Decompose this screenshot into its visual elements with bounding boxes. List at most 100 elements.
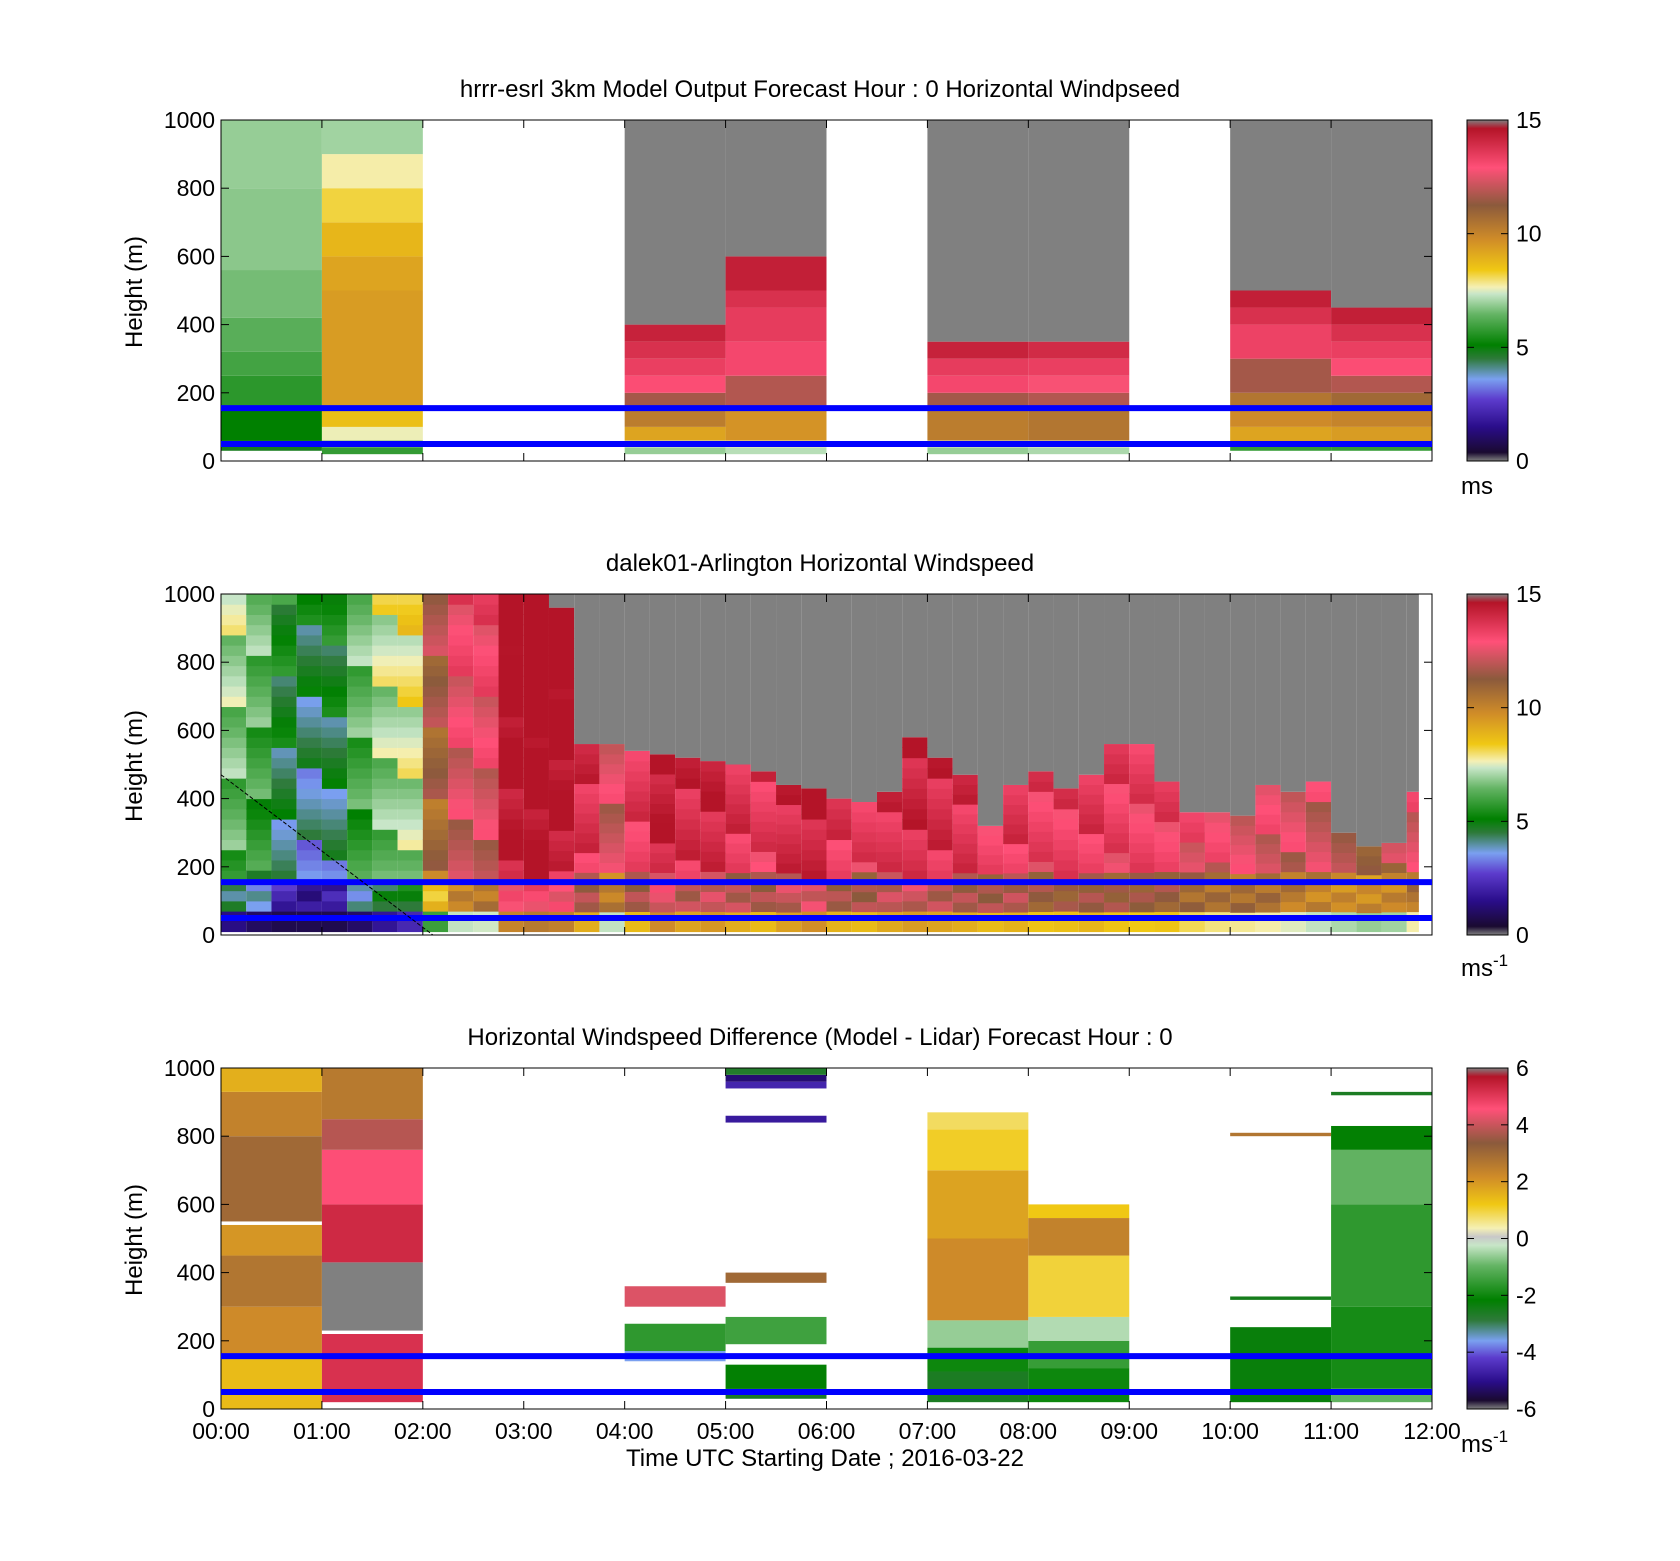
data-cell	[498, 747, 524, 759]
data-cell	[523, 604, 549, 615]
data-cell	[952, 921, 978, 933]
colorbar-unit-exponent: -1	[1493, 951, 1508, 970]
data-cell	[347, 778, 373, 789]
data-cell	[1230, 1132, 1332, 1137]
data-cell	[1230, 844, 1256, 855]
data-cell	[624, 120, 726, 325]
data-cell	[397, 696, 423, 708]
data-cell	[599, 852, 625, 863]
x-axis-ticks	[220, 594, 1433, 935]
data-cell	[1406, 861, 1419, 873]
data-cell	[801, 900, 827, 912]
data-cell	[649, 823, 676, 834]
data-cell	[1305, 921, 1332, 933]
data-cell	[221, 1306, 322, 1358]
data-cell	[271, 819, 297, 830]
data-cell	[1255, 902, 1281, 913]
data-cell	[498, 808, 524, 820]
data-cell	[321, 1204, 423, 1263]
data-cell	[725, 307, 827, 342]
data-cell	[422, 747, 449, 759]
data-cell	[1078, 902, 1105, 913]
colorbar-tick-label: 15	[1516, 581, 1542, 607]
data-cell	[246, 686, 272, 697]
data-cell	[422, 757, 449, 769]
data-cell	[902, 767, 928, 779]
data-cell	[473, 645, 499, 656]
data-cell	[372, 839, 398, 851]
data-cell	[397, 675, 423, 687]
data-cell	[523, 880, 549, 892]
data-cell	[221, 880, 247, 892]
data-cell	[296, 870, 322, 881]
data-cell	[952, 892, 978, 903]
data-cell	[221, 317, 322, 352]
data-cell	[1331, 872, 1357, 883]
data-cell	[725, 375, 827, 410]
data-cell	[1230, 290, 1332, 308]
data-cell	[271, 624, 297, 636]
data-cell	[675, 757, 701, 769]
data-cell	[448, 655, 474, 667]
data-cell	[624, 831, 650, 842]
data-cell	[1028, 801, 1054, 812]
data-cell	[1154, 921, 1180, 933]
data-cell	[372, 890, 398, 902]
data-cell	[448, 726, 474, 738]
model-windspeed-panel: hrrr-esrl 3km Model Output Forecast Hour…	[121, 76, 1542, 500]
data-cell	[876, 921, 903, 933]
data-cell	[927, 900, 953, 912]
data-cell	[750, 771, 777, 782]
data-cell	[321, 614, 348, 626]
data-cell	[271, 747, 297, 759]
data-cell	[372, 829, 398, 841]
data-cell	[725, 1074, 827, 1082]
data-cell	[548, 880, 575, 892]
missing-data-cell	[675, 594, 701, 758]
data-cell	[902, 798, 928, 810]
data-cell	[675, 859, 701, 871]
x-axis-ticks: 00:00 01:00 02:00 03:00 04:00 05:00 06:00 07:00…	[192, 1068, 1461, 1444]
data-cell	[523, 747, 549, 759]
missing-data-cell	[1053, 594, 1079, 789]
data-cell	[372, 696, 398, 708]
data-cell	[296, 849, 322, 861]
colorbar-tick-label: -2	[1516, 1282, 1536, 1308]
data-cell	[1129, 862, 1155, 873]
data-cell	[523, 614, 549, 626]
data-cell	[776, 824, 802, 835]
missing-data-cell	[1305, 594, 1332, 782]
data-cell	[422, 808, 449, 820]
data-cell	[548, 921, 575, 933]
data-cell	[826, 849, 852, 861]
data-cell	[599, 892, 625, 903]
data-cell	[473, 614, 499, 626]
data-cell	[1028, 791, 1054, 802]
data-cell	[725, 1316, 827, 1345]
data-cell	[523, 788, 549, 800]
data-cell	[1154, 891, 1180, 903]
data-cell	[347, 675, 373, 687]
data-cell	[649, 892, 676, 903]
data-cell	[523, 645, 549, 656]
data-cell	[296, 655, 322, 667]
data-cell	[725, 1081, 827, 1089]
data-cell	[1003, 804, 1029, 815]
data-cell	[801, 880, 827, 892]
data-cell	[1129, 744, 1155, 755]
data-cell	[1305, 891, 1332, 903]
data-cell	[271, 757, 297, 769]
data-cell	[347, 900, 373, 912]
data-cell	[1154, 811, 1180, 823]
data-cell	[1028, 881, 1054, 893]
data-cell	[1154, 871, 1180, 883]
data-cell	[422, 624, 449, 636]
data-cell	[1204, 852, 1231, 863]
y-tick-label: 800	[177, 649, 215, 675]
data-cell	[523, 870, 549, 881]
data-cell	[321, 686, 348, 697]
data-cell	[221, 1357, 322, 1409]
data-cell	[1028, 1218, 1130, 1256]
data-cell	[548, 870, 575, 882]
data-cell	[574, 823, 600, 834]
